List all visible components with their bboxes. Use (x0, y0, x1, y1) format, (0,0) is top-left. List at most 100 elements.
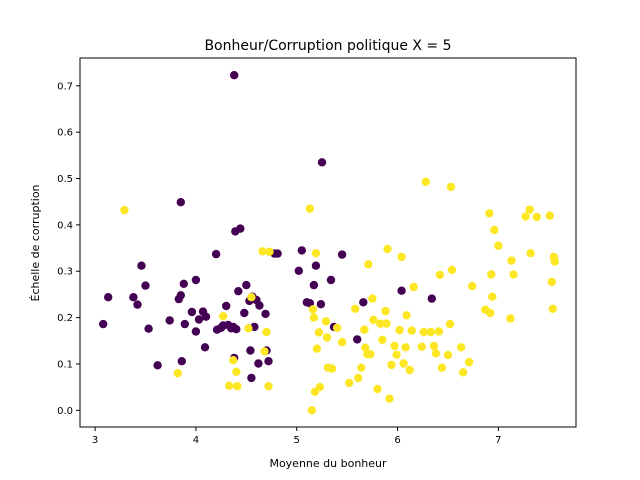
y-tick-label: 0.0 (57, 406, 73, 417)
data-point (345, 378, 354, 388)
data-point (255, 301, 264, 310)
x-tick-label: 6 (394, 435, 400, 446)
data-point (176, 198, 185, 207)
data-point (179, 279, 188, 288)
data-point (258, 247, 267, 256)
data-point (434, 327, 444, 336)
data-point (201, 312, 211, 321)
data-point (264, 357, 273, 366)
data-point (180, 319, 189, 329)
data-point (211, 249, 221, 259)
data-point (421, 177, 430, 186)
data-point (137, 261, 146, 270)
data-point (521, 212, 530, 221)
data-point (353, 335, 362, 344)
data-point (399, 359, 408, 368)
data-point (104, 293, 113, 302)
data-point (490, 225, 499, 235)
y-axis-title: Échelle de corruption (29, 184, 42, 301)
x-axis-title: Moyenne du bonheur (269, 457, 387, 470)
data-point (431, 349, 441, 358)
x-tick-label: 3 (92, 435, 98, 446)
data-point (247, 373, 256, 383)
data-point (366, 350, 375, 359)
data-point (314, 328, 324, 337)
data-point (332, 323, 342, 332)
data-point (376, 319, 385, 328)
data-point (364, 260, 373, 269)
data-point (407, 326, 416, 335)
data-point (397, 286, 406, 295)
data-point (392, 350, 401, 359)
data-point (548, 304, 557, 313)
chart-title: Bonheur/Corruption politique X = 5 (204, 38, 451, 54)
data-point (230, 71, 239, 80)
data-point (507, 256, 516, 265)
y-tick-label: 0.7 (57, 81, 73, 92)
data-point (315, 382, 325, 392)
data-point (187, 307, 197, 317)
data-point (308, 305, 318, 314)
data-point (550, 257, 559, 266)
data-point (456, 343, 466, 352)
data-point (327, 364, 337, 373)
data-point (191, 275, 201, 285)
x-tick-label: 7 (495, 435, 501, 446)
data-point (99, 319, 108, 329)
data-point (153, 361, 162, 370)
data-point (458, 368, 468, 377)
data-point (437, 363, 447, 372)
data-point (244, 324, 253, 333)
data-point (254, 359, 263, 368)
data-point (361, 343, 370, 352)
data-point (191, 327, 201, 336)
data-point (305, 204, 315, 213)
points-layer (99, 71, 559, 415)
data-point (369, 315, 378, 325)
y-tick-label: 0.6 (57, 128, 73, 139)
data-point (464, 357, 474, 367)
data-point (219, 312, 228, 321)
data-point (273, 249, 282, 258)
data-point (506, 314, 515, 323)
data-point (486, 308, 495, 318)
data-point (236, 224, 245, 233)
data-point (395, 325, 404, 335)
y-tick-label: 0.1 (57, 359, 73, 370)
data-point (402, 311, 411, 320)
data-point (233, 382, 242, 391)
data-point (494, 241, 503, 250)
data-point (435, 270, 445, 280)
data-point (322, 333, 332, 342)
data-point (382, 319, 391, 328)
data-point (351, 304, 360, 313)
data-point (383, 244, 392, 254)
data-point (390, 341, 399, 351)
data-point (246, 346, 255, 355)
data-point (120, 205, 129, 215)
data-point (357, 363, 366, 372)
data-point (337, 250, 347, 259)
data-point (232, 367, 241, 376)
data-point (447, 265, 457, 275)
data-point (488, 292, 497, 301)
data-point (133, 300, 142, 309)
data-point (225, 381, 234, 390)
data-point (443, 350, 453, 360)
data-point (247, 293, 256, 302)
data-point (309, 280, 319, 290)
data-point (297, 246, 306, 255)
data-point (232, 325, 241, 334)
data-point (307, 406, 317, 415)
x-tick-label: 5 (294, 435, 300, 446)
data-point (326, 275, 336, 285)
y-tick-label: 0.3 (57, 267, 73, 278)
y-tick-label: 0.2 (57, 313, 73, 324)
data-point (485, 209, 494, 218)
data-point (229, 356, 238, 365)
data-point (260, 347, 269, 356)
data-point (532, 212, 541, 222)
data-point (242, 280, 251, 290)
data-point (321, 317, 331, 326)
